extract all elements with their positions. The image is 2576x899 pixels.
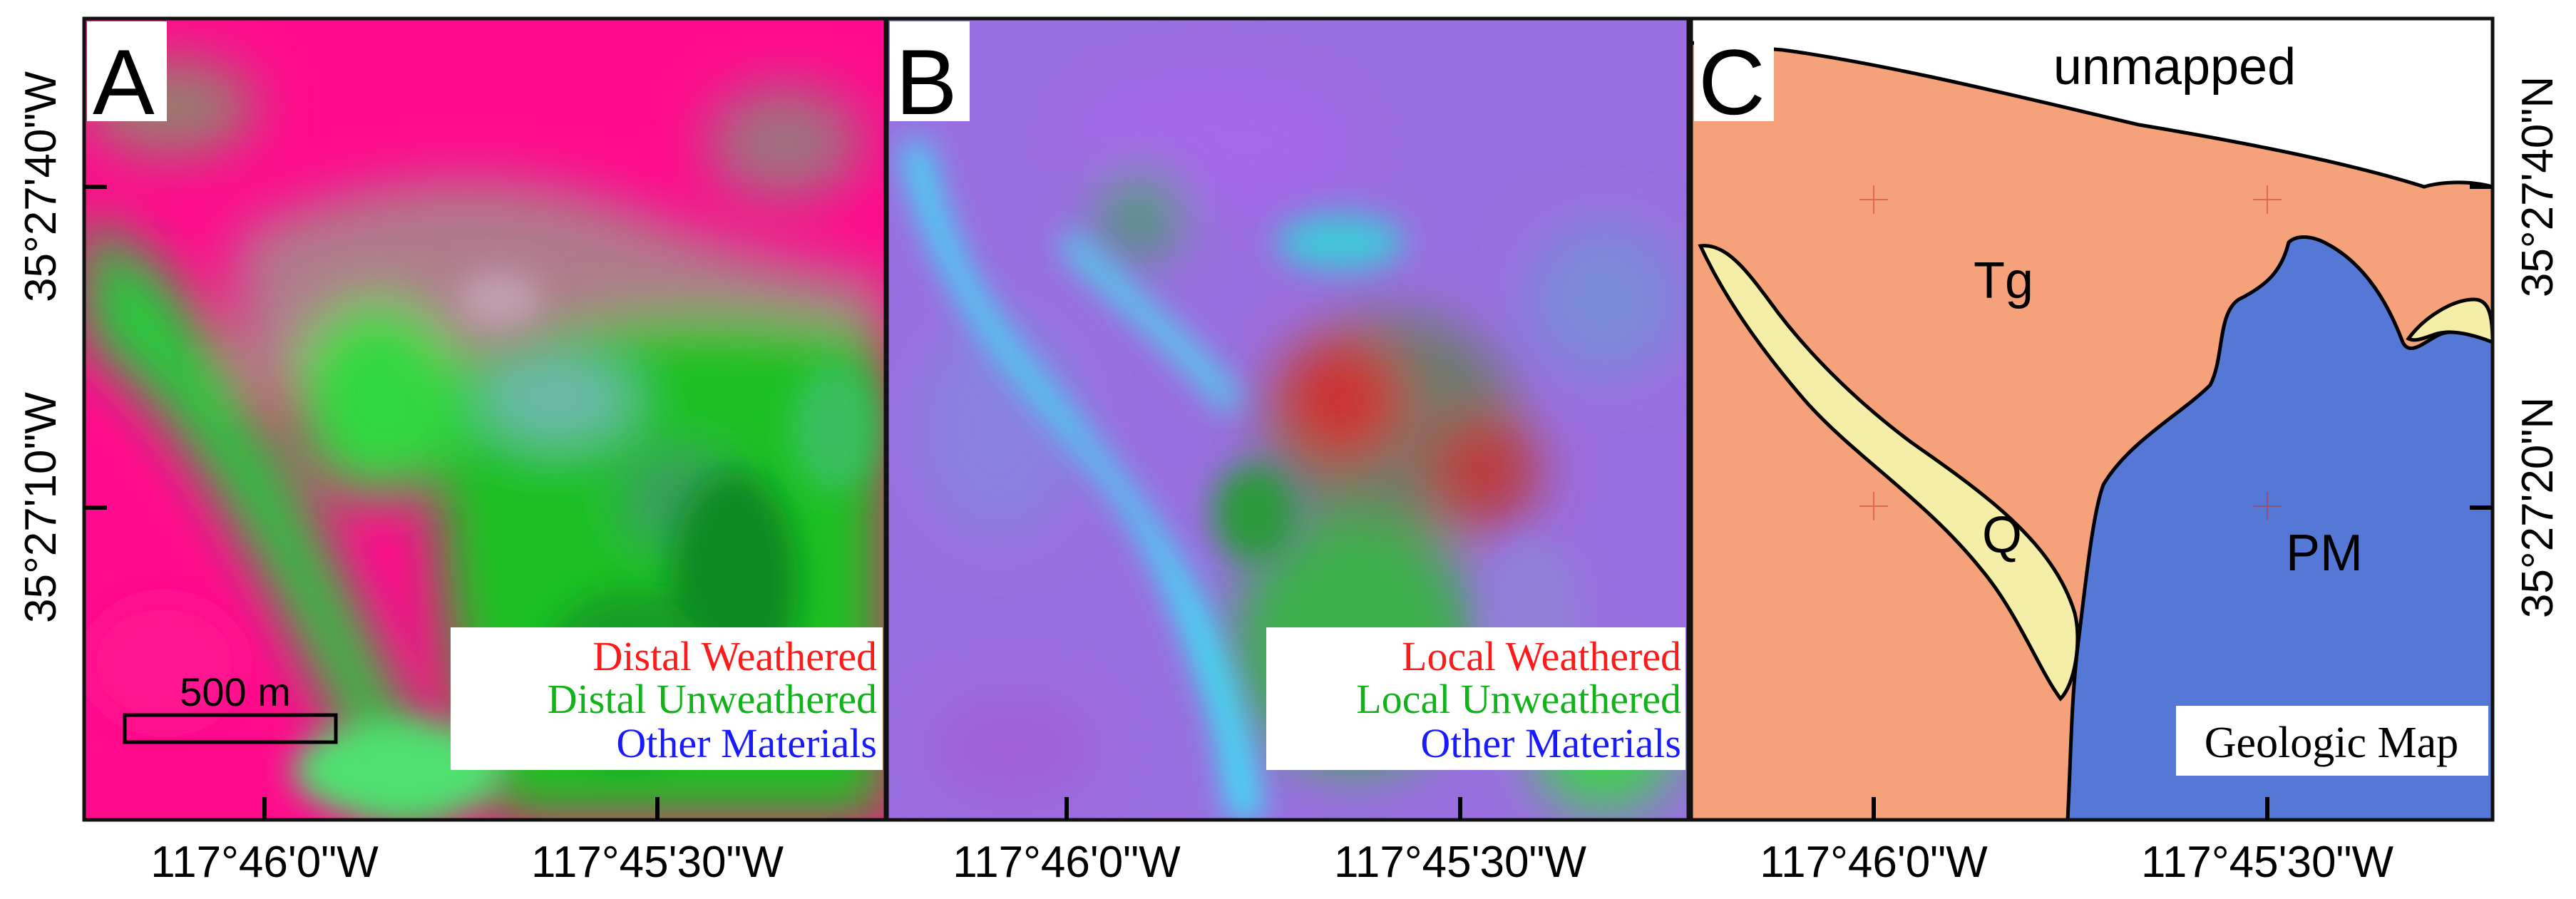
panel-c-letter: C [1698,30,1765,134]
panel-b-legend-other: Other Materials [1420,720,1681,766]
panel-a-legend-other: Other Materials [616,720,877,766]
bottom-tick-label: 117°45'30"W [1334,838,1586,887]
panel-b-letter: B [896,30,958,134]
panel-b-legend-unweathered: Local Unweathered [1356,676,1681,722]
unit-q-area [1698,244,2080,702]
bottom-tick-label: 117°45'30"W [2141,838,2393,887]
bottom-tick-label: 117°46'0"W [953,838,1181,887]
bottom-tick-label: 117°46'0"W [1760,838,1988,887]
panel-a-legend-unweathered: Distal Unweathered [548,676,877,722]
panel-b-legend-weathered: Local Weathered [1402,633,1681,679]
right-tick-label: 35°27'40"N [2513,76,2562,297]
left-tick-label: 35°27'40"W [16,71,66,302]
panel-c: C unmapped Tg Q PM Geologic Map [1689,16,2495,822]
geologic-map-title: Geologic Map [2205,719,2458,767]
unit-tg-label: Tg [1974,252,2033,309]
unit-unmapped-label: unmapped [2053,38,2296,96]
scale-bar [123,713,338,744]
panel-c-map [1691,19,2493,820]
geologic-map-title-box [2176,706,2488,776]
panel-a-legend-weathered: Distal Weathered [593,633,878,679]
scale-bar-label: 500 m [180,669,291,714]
left-axis-labels: 35°27'40"W 35°27'10"W [16,71,66,623]
right-tick-label: 35°27'20"N [2513,397,2562,618]
panel-b-legend-box [1266,627,1685,770]
unit-pm-area [2066,235,2493,820]
panel-a-legend-box [451,627,883,770]
panel-a-letter: A [93,30,155,134]
unit-pm-label: PM [2286,525,2363,582]
bottom-tick-label: 117°46'0"W [150,838,379,887]
panel-c-frame [1689,16,2495,822]
right-axis-labels: 35°27'40"N 35°27'20"N [2513,76,2562,618]
unit-q-label: Q [1982,507,2022,564]
tick-marks [84,185,2493,820]
bottom-tick-label: 117°45'30"W [531,838,784,887]
bottom-axis-labels: 117°46'0"W 117°45'30"W 117°46'0"W 117°45… [150,838,2393,887]
panel-b: B Local Weathered Local Unweathered Othe… [885,16,1690,822]
graticule-marks [1859,185,2282,520]
left-tick-label: 35°27'10"W [16,391,66,623]
panel-a: A Distal Weathered Distal Unweathered Ot… [82,16,888,822]
unit-unmapped-area [1691,19,2493,189]
panel-b-frame [885,16,1690,822]
